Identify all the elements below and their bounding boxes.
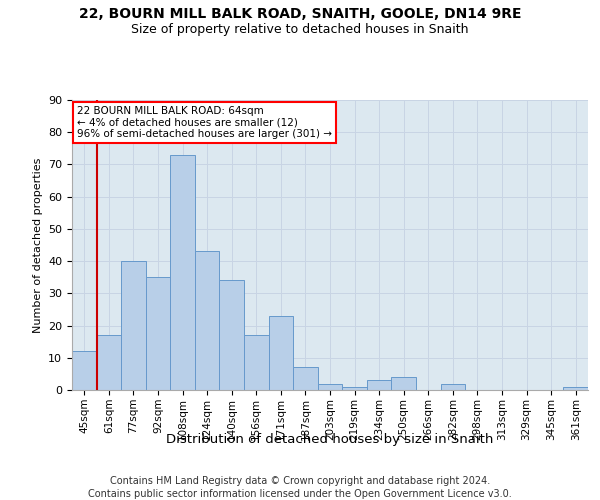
Bar (195, 252, 220, 390)
Bar (97, 335, 121, 390)
Bar (170, 155, 195, 390)
Bar (72, 352, 97, 390)
Text: Distribution of detached houses by size in Snaith: Distribution of detached houses by size … (166, 432, 494, 446)
Text: 22, BOURN MILL BALK ROAD, SNAITH, GOOLE, DN14 9RE: 22, BOURN MILL BALK ROAD, SNAITH, GOOLE,… (79, 8, 521, 22)
Bar (146, 277, 170, 390)
Bar (220, 280, 244, 390)
Text: Contains public sector information licensed under the Open Government Licence v3: Contains public sector information licen… (88, 489, 512, 499)
Y-axis label: Number of detached properties: Number of detached properties (32, 158, 43, 332)
Text: 22 BOURN MILL BALK ROAD: 64sqm
← 4% of detached houses are smaller (12)
96% of s: 22 BOURN MILL BALK ROAD: 64sqm ← 4% of d… (77, 106, 332, 139)
Bar (342, 387, 367, 390)
Bar (269, 316, 293, 390)
Text: Size of property relative to detached houses in Snaith: Size of property relative to detached ho… (131, 22, 469, 36)
Bar (244, 335, 269, 390)
Bar (367, 380, 391, 390)
Bar (121, 261, 146, 390)
Bar (440, 384, 465, 390)
Text: Contains HM Land Registry data © Crown copyright and database right 2024.: Contains HM Land Registry data © Crown c… (110, 476, 490, 486)
Bar (318, 384, 342, 390)
Bar (563, 387, 588, 390)
Bar (293, 368, 318, 390)
Bar (391, 377, 416, 390)
